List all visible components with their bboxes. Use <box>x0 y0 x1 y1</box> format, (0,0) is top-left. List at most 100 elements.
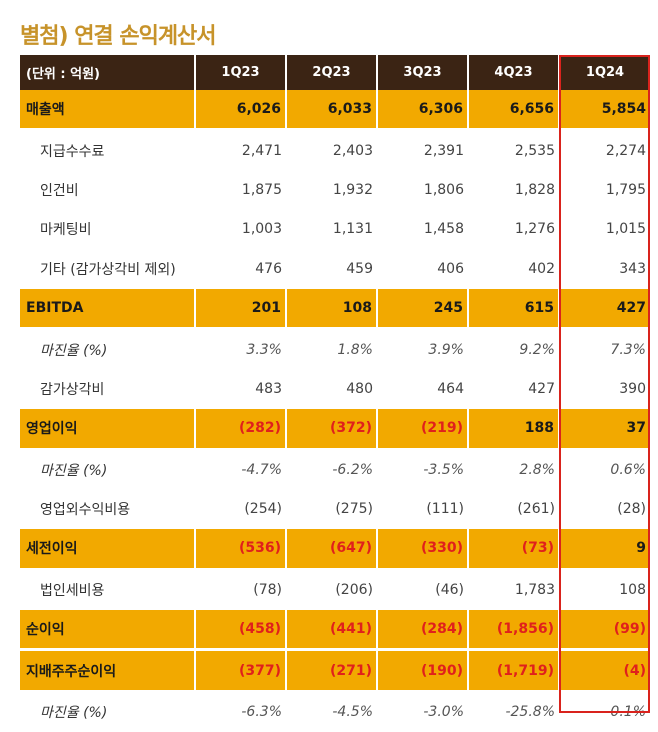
row-label: 영업외수익비용 <box>20 489 195 530</box>
income-statement-table: (단위 : 억원) 1Q23 2Q23 3Q23 4Q23 1Q24 매출액 6,… <box>20 55 650 732</box>
row-value: 6,656 <box>468 90 560 132</box>
row-label: 영업이익 <box>20 408 196 451</box>
header-4q23: 4Q23 <box>468 55 560 90</box>
table-row: 마진율 (%) -6.3% -4.5% -3.0% -25.8% -0.1% <box>20 691 650 732</box>
row-value: -4.5% <box>286 691 377 732</box>
row-value: (46) <box>377 569 468 611</box>
row-value: (219) <box>377 408 469 451</box>
row-value: 245 <box>377 288 469 331</box>
row-value: 1,806 <box>377 170 468 211</box>
row-value: 3.3% <box>195 328 286 370</box>
row-value: 343 <box>559 249 650 289</box>
row-value: 1,932 <box>286 170 377 211</box>
row-value: -6.3% <box>195 691 286 732</box>
row-value: (284) <box>377 609 469 652</box>
row-value: (441) <box>286 609 378 652</box>
row-value: 3.9% <box>377 328 468 370</box>
table-row: 매출액 6,026 6,033 6,306 6,656 5,854 <box>20 90 650 132</box>
row-label: 인건비 <box>20 170 195 211</box>
row-value: (647) <box>286 528 378 571</box>
row-value: (282) <box>195 408 287 451</box>
row-value: 427 <box>468 369 559 410</box>
row-value: 6,033 <box>286 90 378 132</box>
row-value: (111) <box>377 489 468 530</box>
table-row: 지배주주순이익 (377) (271) (190) (1,719) (4) <box>20 649 650 693</box>
row-label: 감가상각비 <box>20 369 195 410</box>
row-label: 법인세비용 <box>20 569 195 611</box>
row-value: (1,856) <box>468 609 560 652</box>
row-value: 427 <box>559 288 650 331</box>
row-value: (458) <box>195 609 287 652</box>
row-value: 1,276 <box>468 209 559 250</box>
row-value: 9 <box>559 528 650 571</box>
table-row: 마케팅비 1,003 1,131 1,458 1,276 1,015 <box>20 209 650 250</box>
row-value: 1,783 <box>468 569 559 611</box>
row-value: (254) <box>195 489 286 530</box>
table-row: 세전이익 (536) (647) (330) (73) 9 <box>20 528 650 571</box>
row-value: 476 <box>195 249 286 289</box>
row-value: (4) <box>559 649 650 693</box>
row-value: 459 <box>286 249 377 289</box>
row-value: 402 <box>468 249 559 289</box>
row-value: -3.0% <box>377 691 468 732</box>
row-value: 1,875 <box>195 170 286 211</box>
row-value: (261) <box>468 489 559 530</box>
row-value: (275) <box>286 489 377 530</box>
row-value: 480 <box>286 369 377 410</box>
row-value: 9.2% <box>468 328 559 370</box>
table-row: EBITDA 201 108 245 615 427 <box>20 288 650 331</box>
row-value: (28) <box>559 489 650 530</box>
row-value: -4.7% <box>195 449 286 490</box>
row-label: 마진율 (%) <box>20 449 195 490</box>
row-value: 390 <box>559 369 650 410</box>
row-value: 0.6% <box>559 449 650 490</box>
header-unit: (단위 : 억원) <box>20 55 196 90</box>
row-value: (99) <box>559 609 650 652</box>
row-value: 406 <box>377 249 468 289</box>
table-row: 지급수수료 2,471 2,403 2,391 2,535 2,274 <box>20 129 650 171</box>
table-row: 마진율 (%) 3.3% 1.8% 3.9% 9.2% 7.3% <box>20 328 650 370</box>
table-row: 영업이익 (282) (372) (219) 188 37 <box>20 408 650 451</box>
row-value: (536) <box>195 528 287 571</box>
row-value: 7.3% <box>559 328 650 370</box>
row-value: 2.8% <box>468 449 559 490</box>
row-value: 1,131 <box>286 209 377 250</box>
row-value: 2,274 <box>559 129 650 171</box>
row-value: -6.2% <box>286 449 377 490</box>
row-label: 순이익 <box>20 609 196 652</box>
table-row: 기타 (감가상각비 제외) 476 459 406 402 343 <box>20 249 650 289</box>
row-value: 2,535 <box>468 129 559 171</box>
row-value: (73) <box>468 528 560 571</box>
row-value: 1.8% <box>286 328 377 370</box>
row-value: 615 <box>468 288 560 331</box>
row-label: 마진율 (%) <box>20 691 195 732</box>
table-row: 인건비 1,875 1,932 1,806 1,828 1,795 <box>20 170 650 211</box>
row-value: 1,795 <box>559 170 650 211</box>
row-value: 188 <box>468 408 560 451</box>
row-value: 6,306 <box>377 90 469 132</box>
row-value: 2,391 <box>377 129 468 171</box>
row-value: (206) <box>286 569 377 611</box>
row-value: 483 <box>195 369 286 410</box>
row-label: 매출액 <box>20 90 196 132</box>
row-value: 1,003 <box>195 209 286 250</box>
row-value: -25.8% <box>468 691 559 732</box>
row-value: 108 <box>559 569 650 611</box>
header-3q23: 3Q23 <box>377 55 469 90</box>
table-row: 마진율 (%) -4.7% -6.2% -3.5% 2.8% 0.6% <box>20 449 650 490</box>
row-label: 마케팅비 <box>20 209 195 250</box>
row-value: 108 <box>286 288 378 331</box>
table-row: 영업외수익비용 (254) (275) (111) (261) (28) <box>20 489 650 530</box>
header-2q23: 2Q23 <box>286 55 378 90</box>
table-header-row: (단위 : 억원) 1Q23 2Q23 3Q23 4Q23 1Q24 <box>20 55 650 90</box>
row-label: 지급수수료 <box>20 129 195 171</box>
header-1q24: 1Q24 <box>559 55 650 90</box>
row-value: (190) <box>377 649 469 693</box>
row-value: (372) <box>286 408 378 451</box>
row-value: 1,458 <box>377 209 468 250</box>
table-row: 감가상각비 483 480 464 427 390 <box>20 369 650 410</box>
row-value: 201 <box>195 288 287 331</box>
row-value: (1,719) <box>468 649 560 693</box>
row-label: 지배주주순이익 <box>20 649 196 693</box>
table-row: 순이익 (458) (441) (284) (1,856) (99) <box>20 609 650 652</box>
